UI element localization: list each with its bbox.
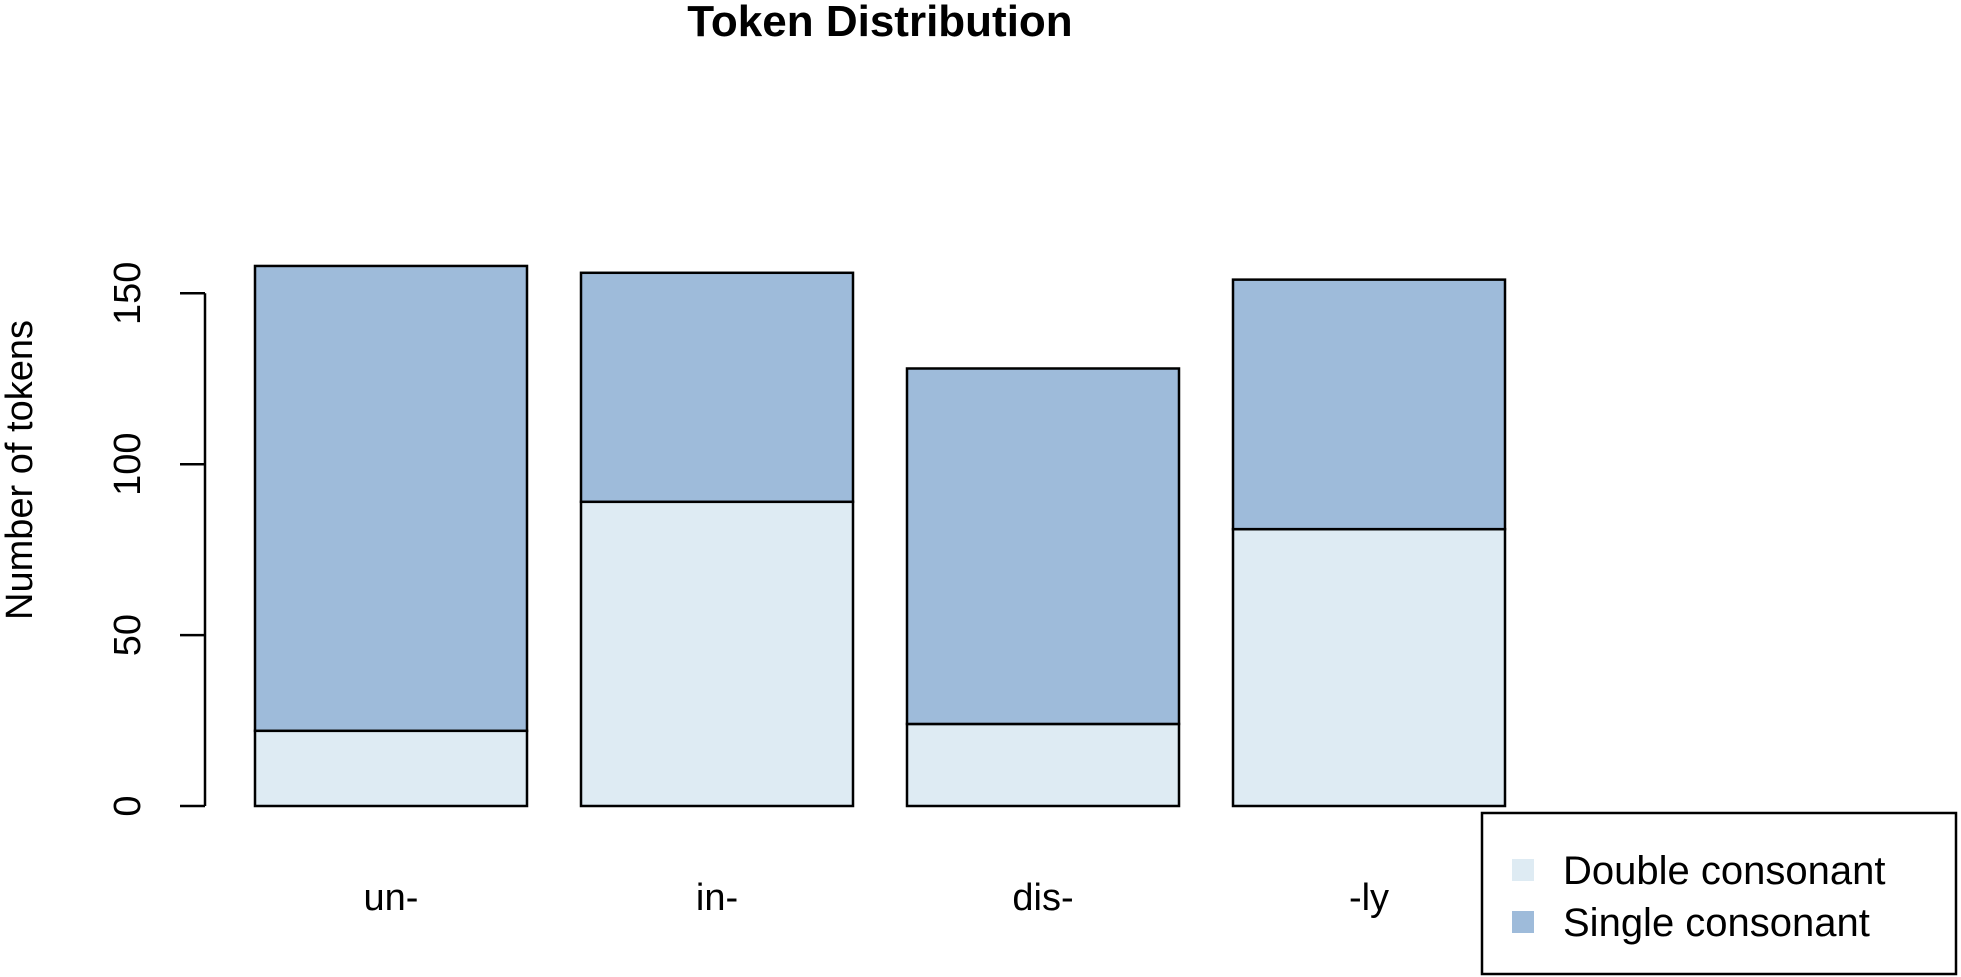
chart-title: Token Distribution	[687, 0, 1072, 46]
legend-swatch-single-consonant	[1512, 911, 1534, 933]
y-axis-label: Number of tokens	[0, 320, 41, 620]
x-tick-label-dis: dis-	[1012, 877, 1073, 919]
bar-dis-single-consonant	[905, 367, 1181, 726]
legend-label-single-consonant: Single consonant	[1563, 901, 1870, 945]
legend-box	[1480, 811, 1958, 976]
y-axis: 0 50 100 150	[107, 262, 207, 817]
bar-un-double-consonant	[253, 729, 529, 808]
bar-un-single-consonant	[253, 264, 529, 733]
y-tick-label-0: 0	[107, 795, 149, 816]
y-tick-label-100: 100	[107, 432, 149, 495]
legend: Double consonant Single consonant	[1480, 811, 1958, 976]
x-axis-labels: un-in-dis- -ly	[364, 877, 1390, 919]
bar-ly-single-consonant	[1231, 278, 1507, 531]
bar-in-single-consonant	[579, 271, 855, 504]
bar-dis-double-consonant	[905, 722, 1181, 808]
legend-label-double-consonant: Double consonant	[1563, 849, 1885, 893]
x-tick-label-un: un-	[364, 877, 419, 919]
x-tick-label-ly: -ly	[1349, 877, 1389, 919]
legend-swatch-double-consonant	[1512, 859, 1534, 881]
bar-in-double-consonant	[579, 500, 855, 808]
y-tick-label-50: 50	[107, 614, 149, 656]
y-tick-label-150: 150	[107, 262, 149, 325]
x-tick-label-in: in-	[696, 877, 738, 919]
bars-layer	[253, 264, 1507, 808]
bar-ly-double-consonant	[1231, 527, 1507, 808]
